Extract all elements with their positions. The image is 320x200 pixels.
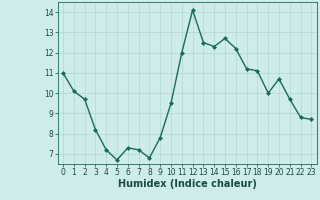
X-axis label: Humidex (Indice chaleur): Humidex (Indice chaleur): [118, 179, 257, 189]
